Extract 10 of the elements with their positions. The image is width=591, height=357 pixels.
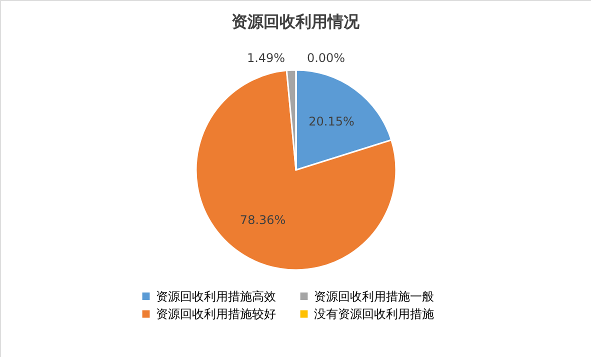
chart-title: 资源回收利用情况 xyxy=(232,12,360,31)
legend-label: 没有资源回收利用措施 xyxy=(314,307,434,321)
legend-label: 资源回收利用措施较好 xyxy=(156,307,276,321)
data-label: 1.49% xyxy=(246,51,286,65)
legend-label: 资源回收利用措施一般 xyxy=(314,289,434,304)
data-label: 78.36% xyxy=(240,212,286,227)
legend-label: 资源回收利用措施高效 xyxy=(156,289,276,304)
data-label: 20.15% xyxy=(308,114,354,129)
text: 0.00% xyxy=(306,51,346,65)
pie-slice xyxy=(195,70,397,271)
